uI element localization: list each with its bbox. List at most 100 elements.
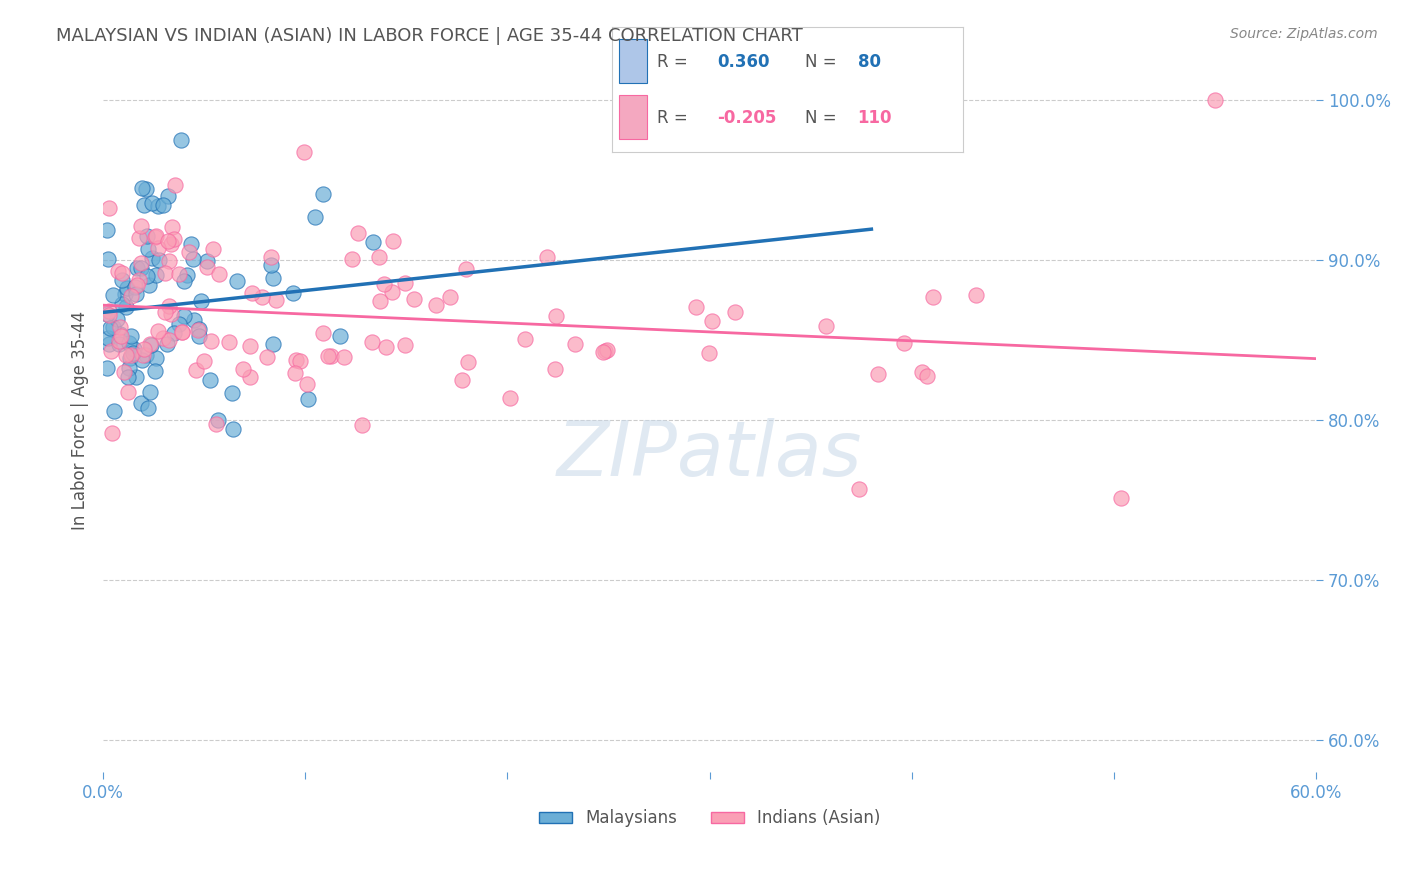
Malaysians xyxy=(225,274,247,288)
Text: Source: ZipAtlas.com: Source: ZipAtlas.com xyxy=(1230,27,1378,41)
Malaysians xyxy=(108,326,131,341)
Indians (Asian) xyxy=(193,354,215,368)
Indians (Asian) xyxy=(179,244,201,259)
Malaysians xyxy=(122,346,145,360)
Malaysians xyxy=(96,223,118,237)
Malaysians xyxy=(180,236,202,251)
Indians (Asian) xyxy=(513,332,536,346)
Indians (Asian) xyxy=(98,304,121,318)
Indians (Asian) xyxy=(256,350,278,364)
Indians (Asian) xyxy=(128,273,150,287)
Malaysians xyxy=(101,287,124,301)
Text: R =: R = xyxy=(658,109,688,127)
Indians (Asian) xyxy=(592,345,614,359)
Indians (Asian) xyxy=(101,425,124,440)
Indians (Asian) xyxy=(368,294,391,309)
Indians (Asian) xyxy=(240,285,263,300)
Malaysians xyxy=(135,229,157,244)
Indians (Asian) xyxy=(394,337,416,351)
Malaysians xyxy=(176,268,198,282)
Malaysians xyxy=(115,281,138,295)
Malaysians xyxy=(139,385,162,400)
Malaysians xyxy=(145,268,167,282)
Indians (Asian) xyxy=(128,230,150,244)
Indians (Asian) xyxy=(145,228,167,243)
Malaysians xyxy=(125,370,148,384)
Malaysians xyxy=(129,260,152,275)
Indians (Asian) xyxy=(814,319,837,334)
Malaysians xyxy=(173,275,195,289)
Malaysians xyxy=(207,413,229,427)
Malaysians xyxy=(156,337,179,351)
Indians (Asian) xyxy=(114,348,136,362)
Malaysians xyxy=(125,260,148,275)
Indians (Asian) xyxy=(117,385,139,400)
Malaysians xyxy=(111,297,134,311)
Malaysians xyxy=(141,251,163,265)
Indians (Asian) xyxy=(120,348,142,362)
Indians (Asian) xyxy=(284,353,307,368)
Indians (Asian) xyxy=(848,482,870,496)
Indians (Asian) xyxy=(143,229,166,244)
Malaysians xyxy=(183,312,205,326)
Indians (Asian) xyxy=(724,305,747,319)
Malaysians xyxy=(132,198,155,212)
Text: 110: 110 xyxy=(858,109,893,127)
Malaysians xyxy=(157,189,180,203)
Malaysians xyxy=(138,401,160,415)
Malaysians xyxy=(281,286,304,301)
Indians (Asian) xyxy=(451,373,474,387)
Indians (Asian) xyxy=(156,234,179,248)
Text: 0.360: 0.360 xyxy=(717,53,769,70)
Malaysians xyxy=(115,300,138,314)
Indians (Asian) xyxy=(218,334,240,349)
Indians (Asian) xyxy=(260,251,283,265)
Malaysians xyxy=(167,317,190,331)
Malaysians xyxy=(117,369,139,384)
Indians (Asian) xyxy=(98,201,121,215)
Malaysians xyxy=(190,294,212,309)
Malaysians xyxy=(170,133,193,147)
Malaysians xyxy=(163,326,186,340)
Malaysians xyxy=(111,273,134,287)
Malaysians xyxy=(131,353,153,368)
Indians (Asian) xyxy=(186,363,208,377)
Indians (Asian) xyxy=(169,267,191,281)
Indians (Asian) xyxy=(402,292,425,306)
Indians (Asian) xyxy=(157,253,180,268)
Indians (Asian) xyxy=(319,349,342,363)
Indians (Asian) xyxy=(108,334,131,348)
Malaysians xyxy=(96,307,118,321)
Indians (Asian) xyxy=(294,145,316,160)
Indians (Asian) xyxy=(911,365,934,379)
Indians (Asian) xyxy=(381,234,404,248)
Malaysians xyxy=(136,243,159,257)
Indians (Asian) xyxy=(893,335,915,350)
Indians (Asian) xyxy=(205,417,228,431)
Bar xyxy=(619,95,647,139)
Indians (Asian) xyxy=(163,232,186,246)
Malaysians xyxy=(262,336,284,351)
Malaysians xyxy=(181,252,204,266)
Indians (Asian) xyxy=(368,250,391,264)
Indians (Asian) xyxy=(457,354,479,368)
Indians (Asian) xyxy=(160,237,183,252)
Text: ZIPatlas: ZIPatlas xyxy=(557,418,862,492)
Indians (Asian) xyxy=(297,377,319,392)
Malaysians xyxy=(145,364,167,378)
Indians (Asian) xyxy=(544,362,567,376)
Text: R =: R = xyxy=(658,53,688,70)
Indians (Asian) xyxy=(107,264,129,278)
Malaysians xyxy=(105,311,128,326)
Malaysians xyxy=(118,361,141,376)
Indians (Asian) xyxy=(132,347,155,361)
Malaysians xyxy=(108,337,131,351)
Indians (Asian) xyxy=(347,226,370,240)
Indians (Asian) xyxy=(595,343,617,358)
Malaysians xyxy=(262,271,284,285)
Indians (Asian) xyxy=(157,333,180,347)
Malaysians xyxy=(329,329,352,343)
Indians (Asian) xyxy=(208,267,231,281)
Indians (Asian) xyxy=(915,369,938,384)
Indians (Asian) xyxy=(129,219,152,233)
